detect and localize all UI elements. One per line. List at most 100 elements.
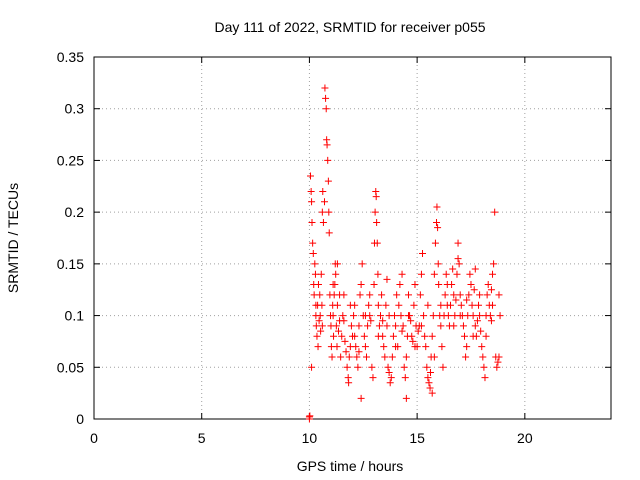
x-tick-label: 0 <box>90 430 98 446</box>
data-point <box>430 270 438 278</box>
data-point <box>467 281 475 289</box>
data-point <box>356 291 364 299</box>
data-point <box>437 322 445 330</box>
data-point <box>381 353 389 361</box>
data-point <box>402 394 410 402</box>
data-point <box>341 337 349 345</box>
data-point <box>369 374 377 382</box>
data-point <box>433 218 441 226</box>
data-point <box>399 322 407 330</box>
data-point <box>345 379 353 387</box>
data-point <box>372 193 380 201</box>
data-point <box>385 368 393 376</box>
data-point <box>383 275 391 283</box>
data-point <box>421 332 429 340</box>
data-point <box>318 322 326 330</box>
data-point <box>374 270 382 278</box>
data-point <box>395 301 403 309</box>
data-point <box>330 332 338 340</box>
data-point <box>496 312 504 320</box>
data-point <box>319 218 327 226</box>
data-point <box>366 291 374 299</box>
data-point <box>339 312 347 320</box>
data-point <box>388 353 396 361</box>
data-point <box>360 332 368 340</box>
data-point <box>424 301 432 309</box>
data-point <box>321 84 329 92</box>
data-point <box>384 363 392 371</box>
x-tick-label: 5 <box>198 430 206 446</box>
data-point <box>442 270 450 278</box>
data-point <box>340 317 348 325</box>
data-point <box>476 291 484 299</box>
data-point <box>322 94 330 102</box>
y-tick-label: 0.15 <box>57 256 84 272</box>
data-point <box>475 301 483 309</box>
data-point <box>456 312 464 320</box>
data-point <box>457 301 465 309</box>
data-point <box>450 322 458 330</box>
data-point <box>309 239 317 247</box>
data-point <box>491 208 499 216</box>
data-point <box>420 312 428 320</box>
data-point <box>387 374 395 382</box>
data-point <box>314 281 322 289</box>
data-point <box>314 343 322 351</box>
data-point <box>308 198 316 206</box>
data-point <box>414 327 422 335</box>
x-tick-label: 10 <box>302 430 318 446</box>
data-point <box>334 327 342 335</box>
data-point <box>397 312 405 320</box>
data-point <box>386 379 394 387</box>
data-point <box>471 322 479 330</box>
data-point <box>379 317 387 325</box>
data-point <box>382 301 390 309</box>
data-point <box>478 343 486 351</box>
data-point <box>363 353 371 361</box>
data-point <box>493 363 501 371</box>
data-point <box>430 353 438 361</box>
data-point <box>400 363 408 371</box>
data-point <box>396 281 404 289</box>
data-point <box>318 208 326 216</box>
data-point <box>435 281 443 289</box>
y-tick-label: 0 <box>76 411 84 427</box>
data-point <box>433 203 441 211</box>
y-axis-title: SRMTID / TECUs <box>5 183 21 293</box>
data-point <box>494 358 502 366</box>
data-point <box>410 301 418 309</box>
data-point <box>444 312 452 320</box>
data-point <box>333 301 341 309</box>
data-point <box>456 291 464 299</box>
data-point <box>419 250 427 258</box>
y-tick-label: 0.05 <box>57 359 84 375</box>
data-point <box>308 218 316 226</box>
data-point <box>346 301 354 309</box>
y-tick-label: 0.3 <box>65 101 85 117</box>
data-point <box>324 177 332 185</box>
axes: 0 0.05 0.1 0.15 0.2 0.25 0.3 0.35 0 5 10 15 20 <box>57 49 612 446</box>
data-point <box>383 322 391 330</box>
data-point <box>347 322 355 330</box>
x-tick-label: 20 <box>517 430 533 446</box>
data-point <box>449 265 457 273</box>
data-point <box>320 198 328 206</box>
data-point <box>487 317 495 325</box>
data-point <box>454 239 462 247</box>
data-point <box>375 322 383 330</box>
data-point <box>325 208 333 216</box>
data-point <box>329 281 337 289</box>
data-point <box>470 286 478 294</box>
data-point <box>437 301 445 309</box>
data-point <box>333 260 341 268</box>
y-tick-label: 0.2 <box>65 204 85 220</box>
data-point <box>479 353 487 361</box>
data-point <box>438 343 446 351</box>
data-point <box>392 322 400 330</box>
data-point <box>463 343 471 351</box>
data-point <box>325 229 333 237</box>
data-point <box>306 412 314 420</box>
data-point <box>354 363 362 371</box>
data-point <box>443 281 451 289</box>
